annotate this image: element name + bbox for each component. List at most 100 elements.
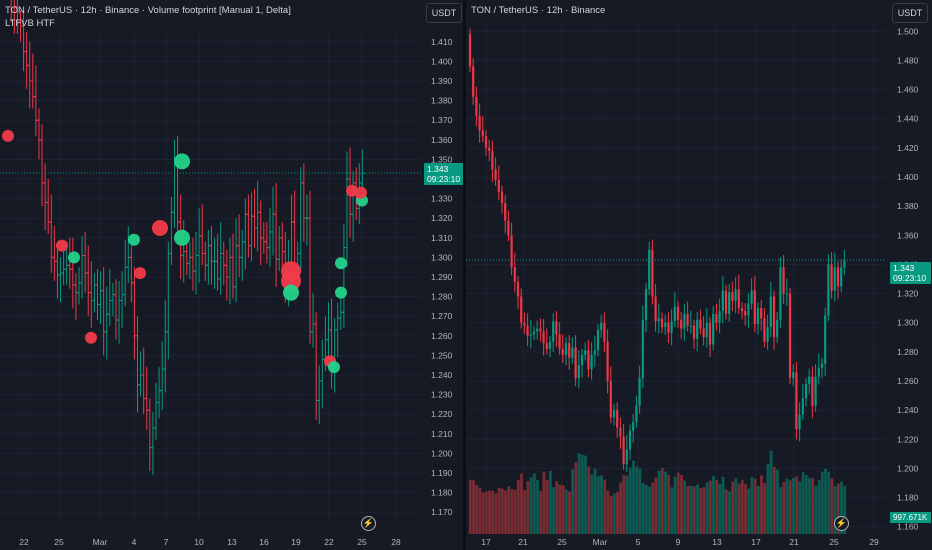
volume-bar — [574, 462, 578, 534]
volume-bar — [532, 473, 536, 534]
volume-bar — [676, 472, 680, 534]
bar-countdown: 09:23:10 — [893, 273, 927, 283]
x-tick-label: 13 — [712, 537, 722, 547]
candle-body — [654, 296, 657, 322]
y-tick-label: 1.330 — [431, 194, 453, 204]
candle-body — [804, 383, 808, 399]
candle-body — [660, 318, 664, 328]
volume-bar — [756, 485, 760, 534]
x-tick-label: 29 — [869, 537, 879, 547]
currency-button[interactable]: USDT — [426, 3, 462, 23]
candle-body — [596, 330, 600, 351]
volume-bar — [603, 479, 607, 534]
footprint-chart-pane[interactable]: 1.4101.4001.3901.3801.3701.3601.3501.340… — [0, 0, 463, 550]
x-tick-label: 4 — [132, 537, 137, 547]
volume-bar — [782, 482, 786, 534]
y-tick-label: 1.360 — [431, 135, 453, 145]
volume-bar — [622, 474, 626, 534]
y-tick-label: 1.220 — [897, 434, 919, 444]
volume-bar — [788, 480, 792, 534]
candle-body — [548, 341, 552, 349]
delta-bubble — [283, 284, 299, 301]
y-tick-label: 1.260 — [897, 376, 919, 386]
candle-body — [763, 318, 766, 342]
x-tick-label: 25 — [357, 537, 367, 547]
candle-body — [475, 96, 478, 116]
volume-bar — [571, 469, 575, 534]
x-tick-label: 16 — [259, 537, 269, 547]
volume-bar — [529, 477, 533, 534]
volume-bar — [494, 493, 498, 534]
x-tick-label: 22 — [19, 537, 29, 547]
currency-button[interactable]: USDT — [892, 3, 928, 23]
volume-bar — [497, 487, 501, 534]
volume-bar — [801, 472, 805, 534]
candle-body — [708, 322, 712, 345]
delta-bubble — [328, 361, 340, 374]
candle-body — [644, 289, 648, 320]
candle-body — [760, 308, 763, 319]
candle-body — [734, 289, 737, 301]
candle-body — [827, 264, 830, 316]
candle-body — [772, 296, 776, 338]
volume-bar — [481, 492, 485, 534]
volume-bar — [577, 453, 581, 534]
candle-body — [536, 328, 539, 332]
candle-body — [504, 203, 507, 221]
candle-body — [673, 306, 676, 322]
volume-bar — [516, 479, 520, 534]
candlestick-chart-canvas[interactable]: 1.500 1.480 1.460 1.440 1.420 1.400 1.380 1.360… — [466, 0, 932, 550]
volume-bar — [763, 483, 767, 534]
y-tick-label: 1.220 — [431, 409, 453, 419]
volume-bar — [683, 480, 687, 534]
candle-body — [532, 331, 536, 335]
candlestick-chart-pane[interactable]: 1.500 1.480 1.460 1.440 1.420 1.400 1.380 1.360… — [466, 0, 932, 550]
volume-bar — [561, 485, 565, 534]
candle-body — [766, 327, 769, 342]
volume-bar — [731, 481, 735, 534]
lightning-icon[interactable]: ⚡ — [834, 516, 849, 531]
y-tick-label: 1.260 — [431, 331, 453, 341]
volume-bar — [660, 467, 664, 534]
candle-body — [542, 331, 545, 344]
chart-title: TON / TetherUS · 12h · Binance · Volume … — [5, 5, 291, 16]
x-tick-label: 25 — [829, 537, 839, 547]
candle-body — [580, 354, 584, 365]
candle-body — [590, 354, 593, 370]
volume-bar — [593, 468, 597, 534]
volume-bar — [484, 491, 488, 534]
delta-bubble — [128, 233, 140, 246]
candle-body — [558, 334, 561, 349]
lightning-icon[interactable]: ⚡ — [361, 516, 376, 531]
y-tick-label: 1.180 — [431, 488, 453, 498]
delta-bubble — [85, 331, 97, 344]
candle-body — [753, 290, 756, 325]
x-tick-label: 25 — [557, 537, 567, 547]
volume-bar — [772, 466, 776, 534]
candle-body — [603, 322, 606, 342]
candle-body — [574, 347, 577, 379]
candle-body — [808, 376, 811, 384]
footprint-chart-canvas[interactable]: 1.4101.4001.3901.3801.3701.3601.3501.340… — [0, 0, 463, 550]
volume-bar — [504, 490, 507, 534]
y-tick-label: 1.290 — [431, 272, 453, 282]
candle-body — [571, 347, 574, 358]
volume-bar — [500, 488, 504, 534]
candle-body — [830, 264, 833, 291]
volume-bar — [785, 478, 789, 534]
pane-divider[interactable] — [463, 0, 466, 550]
y-tick-label: 1.310 — [431, 233, 453, 243]
y-tick-label: 1.300 — [431, 252, 453, 262]
delta-bubble — [281, 270, 301, 291]
volume-bar — [654, 477, 658, 534]
candle-body — [782, 267, 785, 294]
candle-body — [552, 321, 555, 342]
volume-bar — [628, 467, 632, 534]
candle-body — [561, 348, 564, 355]
volume-bar — [513, 489, 517, 534]
y-tick-label: 1.280 — [897, 347, 919, 357]
volume-bar — [776, 469, 779, 534]
y-tick-label: 1.170 — [431, 507, 453, 517]
volume-bar — [795, 476, 799, 534]
indicator-label[interactable]: LTFVB HTF — [5, 18, 55, 29]
